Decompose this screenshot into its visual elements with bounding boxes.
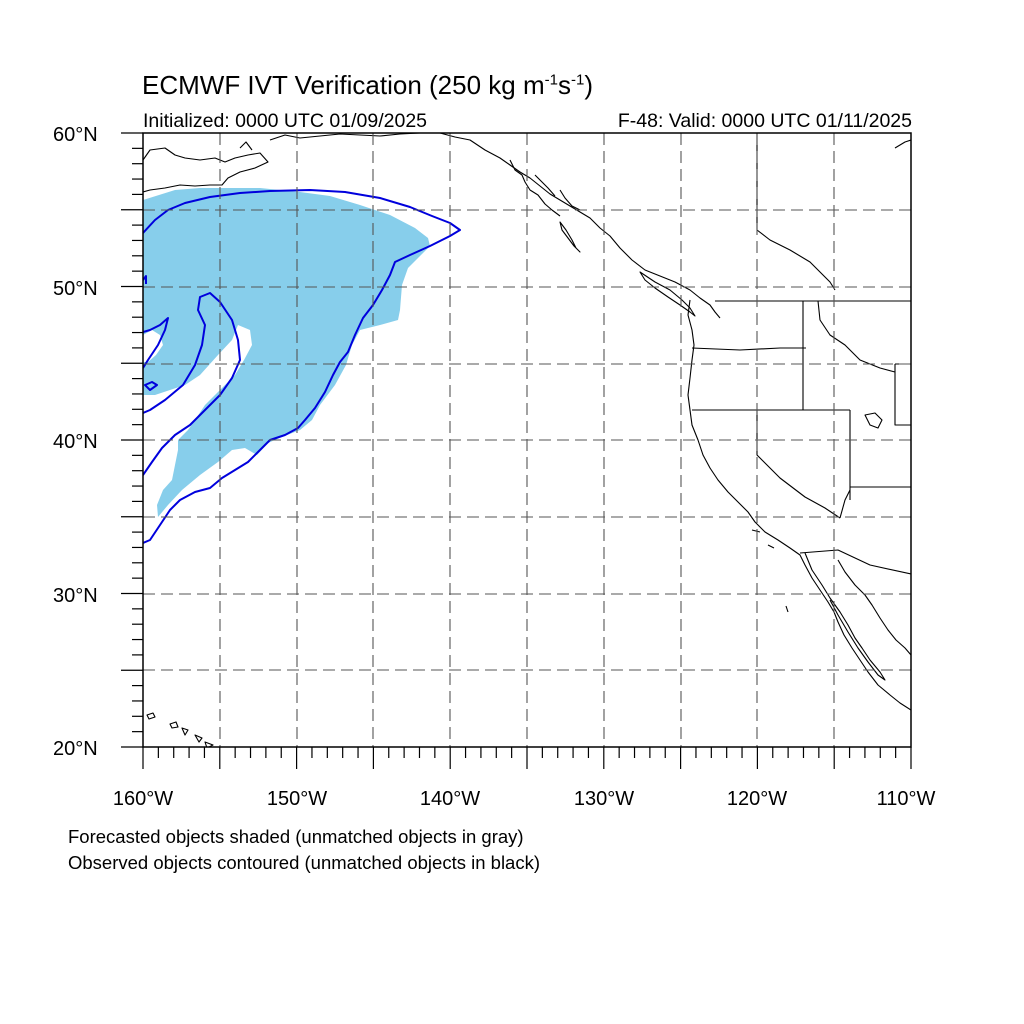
lat-labels: 60°N 50°N 40°N 30°N 20°N: [53, 124, 98, 760]
graticule: [143, 133, 911, 747]
observed-contour-inner-1: [143, 292, 241, 476]
observed-contour-inner-2: [143, 317, 169, 369]
channel-islands: [751, 529, 789, 613]
us-mexico-border: [799, 549, 911, 575]
lat-label-30: 30°N: [53, 585, 98, 607]
observed-objects: [143, 189, 461, 544]
initialized-time: Initialized: 0000 UTC 01/09/2025: [143, 110, 428, 132]
lat-label-20: 20°N: [53, 738, 98, 760]
id-wy-border: [894, 363, 911, 426]
hawaii-islands: [146, 712, 214, 747]
az-border: [839, 486, 911, 519]
great-salt-lake: [864, 412, 883, 429]
forecast-objects: [143, 188, 430, 517]
legend-observed-note: Observed objects contoured (unmatched ob…: [68, 852, 541, 873]
forecast-hole: [143, 330, 163, 362]
haida-gwaii: [559, 221, 581, 253]
observed-contour-edge: [143, 275, 147, 284]
chart-title: ECMWF IVT Verification (250 kg m-1s-1): [142, 70, 593, 100]
alaska-peninsula: [239, 141, 253, 151]
lon-label-120w: 120°W: [727, 788, 787, 810]
lat-label-60: 60°N: [53, 124, 98, 146]
lat-label-50: 50°N: [53, 278, 98, 300]
bc-interior-line: [756, 133, 836, 291]
lon-label-140w: 140°W: [420, 788, 480, 810]
legend-forecast-note: Forecasted objects shaded (unmatched obj…: [68, 826, 524, 847]
forecast-object-shade: [143, 188, 430, 517]
observed-contour-outer: [143, 189, 461, 544]
axis-ticks: [121, 132, 912, 769]
us-west-coast: [687, 299, 911, 711]
id-mt-border: [817, 300, 896, 373]
wa-or-border: [691, 347, 806, 351]
lon-label-150w: 150°W: [267, 788, 327, 810]
lon-label-110w: 110°W: [877, 788, 936, 810]
ca-nv-border: [756, 410, 841, 519]
mexico-mainland-coast: [837, 559, 911, 656]
alaska-coast: [143, 147, 269, 193]
nw-coast-detail: [894, 139, 911, 149]
alaska-panhandle: [509, 159, 581, 217]
lon-label-160w: 160°W: [113, 788, 173, 810]
observed-contour-small: [144, 381, 158, 391]
valid-time: F-48: Valid: 0000 UTC 01/11/2025: [617, 110, 912, 132]
lon-labels: 160°W 150°W 140°W 130°W 120°W 110°W: [113, 788, 936, 810]
lon-label-130w: 130°W: [574, 788, 634, 810]
lat-label-40: 40°N: [53, 431, 98, 453]
